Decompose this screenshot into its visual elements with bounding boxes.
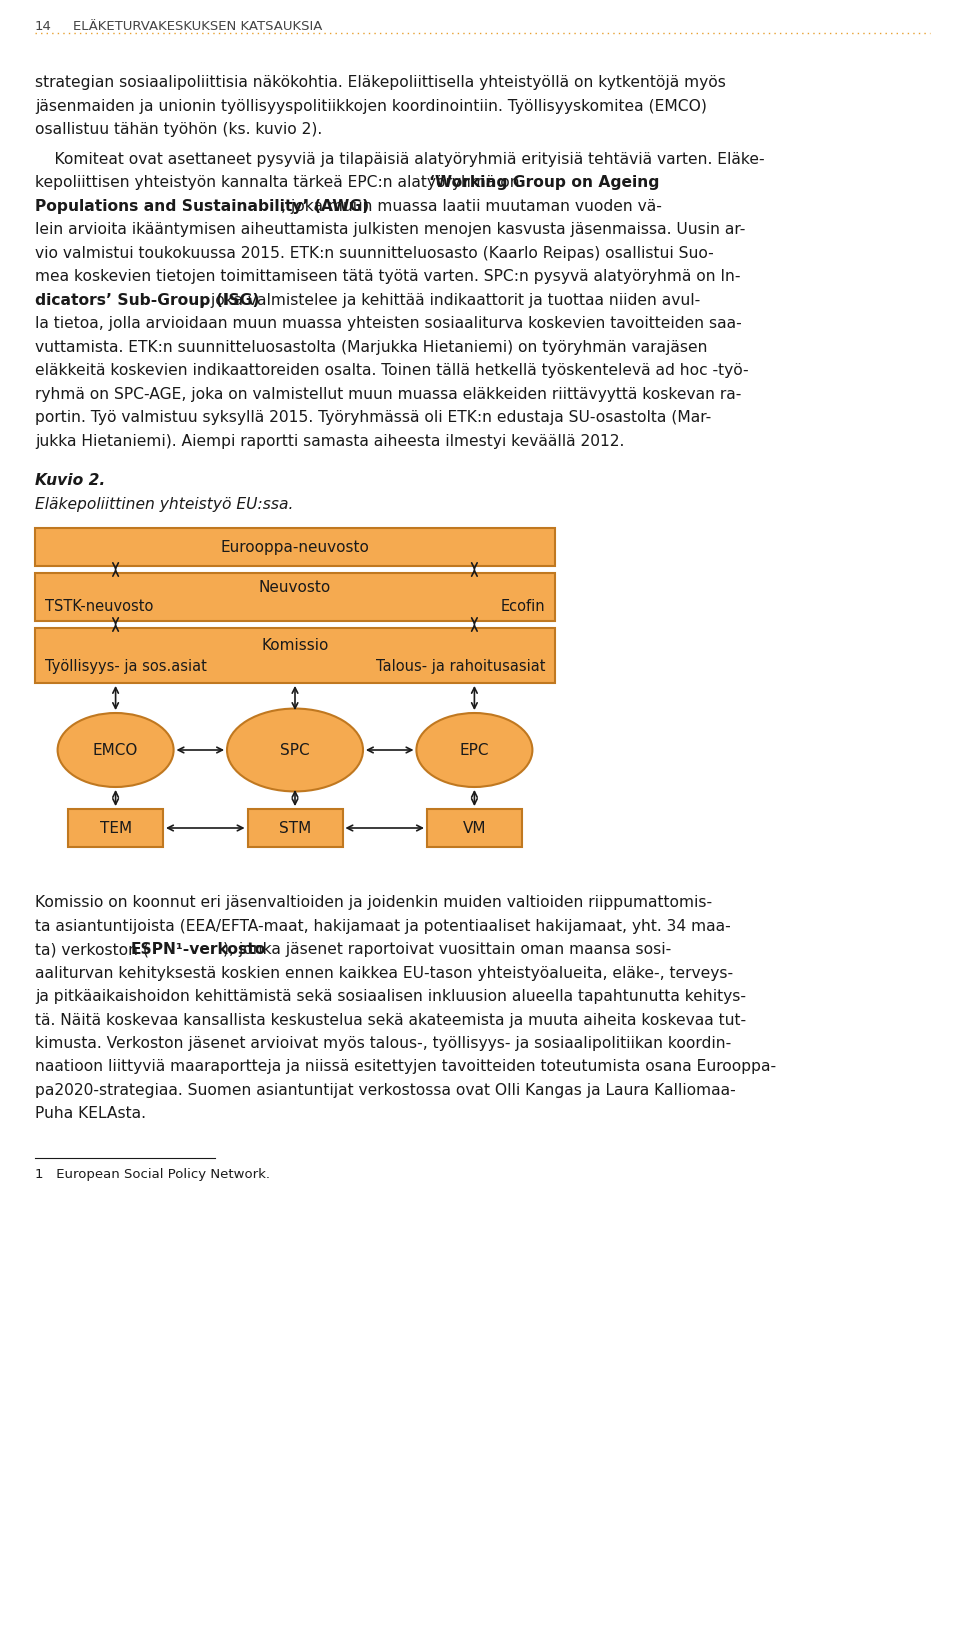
- FancyBboxPatch shape: [427, 809, 522, 847]
- Text: SPC: SPC: [280, 743, 310, 758]
- Text: Eurooppa-neuvosto: Eurooppa-neuvosto: [221, 539, 370, 554]
- FancyBboxPatch shape: [35, 527, 555, 565]
- Text: Komiteat ovat asettaneet pysyviä ja tilapäisiä alatyöryhmiä erityisiä tehtäviä v: Komiteat ovat asettaneet pysyviä ja tila…: [35, 152, 764, 166]
- Text: strategian sosiaalipoliittisia näkökohtia. Eläkepoliittisella yhteistyöllä on ky: strategian sosiaalipoliittisia näkökohti…: [35, 76, 726, 91]
- Text: la tietoa, jolla arvioidaan muun muassa yhteisten sosiaaliturva koskevien tavoit: la tietoa, jolla arvioidaan muun muassa …: [35, 316, 742, 331]
- Text: ELÄKETURVAKESKUKSEN KATSAUKSIA: ELÄKETURVAKESKUKSEN KATSAUKSIA: [73, 20, 323, 33]
- Text: jäsenmaiden ja unionin työllisyyspolitiikkojen koordinointiin. Työllisyyskomitea: jäsenmaiden ja unionin työllisyyspolitii…: [35, 99, 707, 114]
- Text: naatioon liittyviä maaraportteja ja niissä esitettyjen tavoitteiden toteutumista: naatioon liittyviä maaraportteja ja niis…: [35, 1060, 776, 1074]
- Text: vuttamista. ETK:n suunnitteluosastolta (Marjukka Hietaniemi) on työryhmän varajä: vuttamista. ETK:n suunnitteluosastolta (…: [35, 339, 708, 354]
- FancyBboxPatch shape: [35, 574, 555, 621]
- FancyBboxPatch shape: [35, 628, 555, 682]
- Text: Työllisyys- ja sos.asiat: Työllisyys- ja sos.asiat: [45, 659, 206, 674]
- Text: 14: 14: [35, 20, 52, 33]
- Text: osallistuu tähän työhön (ks. kuvio 2).: osallistuu tähän työhön (ks. kuvio 2).: [35, 122, 323, 137]
- Text: Komissio: Komissio: [261, 638, 328, 653]
- Text: Talous- ja rahoitusasiat: Talous- ja rahoitusasiat: [375, 659, 545, 674]
- Text: Puha KELAsta.: Puha KELAsta.: [35, 1106, 146, 1122]
- Text: aaliturvan kehityksestä koskien ennen kaikkea EU-tason yhteistyöalueita, eläke-,: aaliturvan kehityksestä koskien ennen ka…: [35, 966, 733, 981]
- Text: ‘Working Group on Ageing: ‘Working Group on Ageing: [429, 175, 660, 190]
- Ellipse shape: [58, 714, 174, 788]
- Text: Kuvio 2.: Kuvio 2.: [35, 473, 106, 488]
- Text: Populations and Sustainability’ (AWG): Populations and Sustainability’ (AWG): [35, 198, 370, 214]
- Text: portin. Työ valmistuu syksyllä 2015. Työryhmässä oli ETK:n edustaja SU-osastolta: portin. Työ valmistuu syksyllä 2015. Työ…: [35, 410, 711, 425]
- Text: TEM: TEM: [100, 821, 132, 836]
- Text: mea koskevien tietojen toimittamiseen tätä työtä varten. SPC:n pysyvä alatyöryhm: mea koskevien tietojen toimittamiseen tä…: [35, 269, 740, 283]
- Text: ESPN¹-verkosto: ESPN¹-verkosto: [131, 943, 266, 957]
- Text: EPC: EPC: [460, 743, 490, 758]
- Text: dicators’ Sub-Group (ISG): dicators’ Sub-Group (ISG): [35, 292, 259, 308]
- Text: Komissio on koonnut eri jäsenvaltioiden ja joidenkin muiden valtioiden riippumat: Komissio on koonnut eri jäsenvaltioiden …: [35, 895, 712, 910]
- Text: Neuvosto: Neuvosto: [259, 580, 331, 595]
- Text: kepoliittisen yhteistyön kannalta tärkeä EPC:n alatyöryhmä on: kepoliittisen yhteistyön kannalta tärkeä…: [35, 175, 524, 190]
- Ellipse shape: [227, 709, 363, 791]
- FancyBboxPatch shape: [248, 809, 343, 847]
- Text: ja pitkäaikaishoidon kehittämistä sekä sosiaalisen inkluusion alueella tapahtunu: ja pitkäaikaishoidon kehittämistä sekä s…: [35, 989, 746, 1004]
- Text: 1   European Social Policy Network.: 1 European Social Policy Network.: [35, 1168, 270, 1182]
- Text: ryhmä on SPC-AGE, joka on valmistellut muun muassa eläkkeiden riittävyyttä koske: ryhmä on SPC-AGE, joka on valmistellut m…: [35, 387, 741, 402]
- Text: eläkkeitä koskevien indikaattoreiden osalta. Toinen tällä hetkellä työskentelevä: eläkkeitä koskevien indikaattoreiden osa…: [35, 363, 749, 377]
- Text: VM: VM: [463, 821, 486, 836]
- Text: jukka Hietaniemi). Aiempi raportti samasta aiheesta ilmestyi keväällä 2012.: jukka Hietaniemi). Aiempi raportti samas…: [35, 433, 624, 448]
- Text: STM: STM: [278, 821, 311, 836]
- Text: ta asiantuntijoista (EEA/EFTA-maat, hakijamaat ja potentiaaliset hakijamaat, yht: ta asiantuntijoista (EEA/EFTA-maat, haki…: [35, 918, 731, 933]
- Text: tä. Näitä koskevaa kansallista keskustelua sekä akateemista ja muuta aiheita kos: tä. Näitä koskevaa kansallista keskustel…: [35, 1012, 746, 1027]
- Text: TSTK-neuvosto: TSTK-neuvosto: [45, 598, 154, 613]
- Text: ta) verkoston (: ta) verkoston (: [35, 943, 149, 957]
- Text: , joka valmistelee ja kehittää indikaattorit ja tuottaa niiden avul-: , joka valmistelee ja kehittää indikaatt…: [202, 292, 701, 308]
- Text: , joka muun muassa laatii muutaman vuoden vä-: , joka muun muassa laatii muutaman vuode…: [281, 198, 662, 214]
- Text: pa2020-strategiaa. Suomen asiantuntijat verkostossa ovat Olli Kangas ja Laura Ka: pa2020-strategiaa. Suomen asiantuntijat …: [35, 1083, 735, 1098]
- Text: ), jonka jäsenet raportoivat vuosittain oman maansa sosi-: ), jonka jäsenet raportoivat vuosittain …: [224, 943, 672, 957]
- FancyBboxPatch shape: [68, 809, 163, 847]
- Text: Eläkepoliittinen yhteistyö EU:ssa.: Eläkepoliittinen yhteistyö EU:ssa.: [35, 496, 294, 511]
- Text: EMCO: EMCO: [93, 743, 138, 758]
- Text: vio valmistui toukokuussa 2015. ETK:n suunnitteluosasto (Kaarlo Reipas) osallist: vio valmistui toukokuussa 2015. ETK:n su…: [35, 246, 713, 260]
- Text: kimusta. Verkoston jäsenet arvioivat myös talous-, työllisyys- ja sosiaalipoliti: kimusta. Verkoston jäsenet arvioivat myö…: [35, 1037, 732, 1051]
- Ellipse shape: [417, 714, 533, 788]
- Text: Ecofin: Ecofin: [500, 598, 545, 613]
- Text: lein arvioita ikääntymisen aiheuttamista julkisten menojen kasvusta jäsenmaissa.: lein arvioita ikääntymisen aiheuttamista…: [35, 222, 745, 237]
